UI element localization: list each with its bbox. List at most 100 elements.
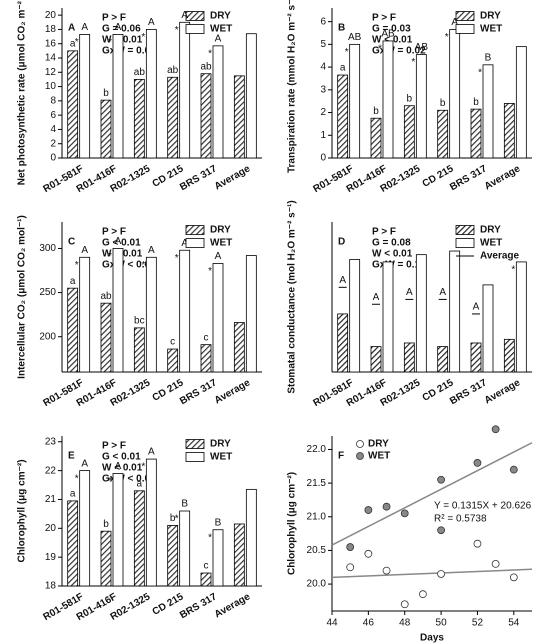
y-tick-label: 1 [320,130,326,141]
y-tick-label: 22.0 [307,444,327,455]
stats-text: GxW = 0.11 [372,260,426,271]
bar [449,250,461,373]
bar [100,99,112,159]
significance-letter: a [70,276,76,287]
y-tick-label: 2 [320,107,326,118]
bar [179,510,191,587]
point [509,573,518,582]
x-tick-label: 50 [436,618,448,629]
significance-letter: b [170,513,176,524]
significance-letter: b [373,106,379,117]
y-axis-label: Stomatal conductance (mol H₂O m⁻² s⁻¹) [287,200,298,393]
significance-letter: B [485,52,492,63]
bar [200,344,212,373]
x-axis-label: Days [420,633,444,643]
y-tick-label: 5 [320,39,326,50]
bar [167,525,179,587]
bar [245,255,257,373]
bar [233,523,245,587]
x-tick-label: 54 [508,618,520,629]
point [364,506,373,514]
x-tick-label: BRS 317 [178,591,219,621]
point [419,590,427,599]
x-tick-label: BRS 317 [448,377,489,407]
legend-label: DRY [480,225,501,236]
panel-label: F [338,451,344,462]
x-tick-label: BRS 317 [178,163,219,193]
x-tick-label: BRS 317 [178,377,219,407]
y-tick-label: 20.0 [307,579,327,590]
bar [133,79,145,159]
y-tick-label: 14 [45,53,57,64]
significance-star: * [478,67,482,78]
x-tick-label: BRS 317 [448,163,489,193]
significance-letter: A [81,458,88,469]
stats-text: P > F [102,227,126,238]
bar [233,75,245,159]
x-tick-label: 46 [363,618,375,629]
legend-swatch [185,439,205,449]
legend-swatch [455,24,475,34]
stats-text: GxW < 0.01 [102,474,156,485]
legend-swatch [185,452,205,462]
y-axis-label: Chlorophyll (μg cm⁻²) [17,459,28,562]
panel-label: E [68,451,75,462]
stats-text: GxW < 0.01 [102,260,156,271]
significance-star: * [108,37,112,48]
legend-label: WET [368,451,390,462]
y-tick-label: 300 [39,243,56,254]
significance-star: * [345,47,349,58]
significance-letter: c [170,337,175,348]
significance-letter: c [204,561,209,572]
stats-text: G = 0.06 [102,24,141,35]
legend-label: DRY [210,225,231,236]
panel-label: D [338,237,345,248]
bar [67,500,79,587]
significance-letter: ab [167,65,179,76]
bar [100,302,112,373]
stats-text: GxW = 0.04 [102,46,156,57]
stats-text: P > F [102,13,126,24]
y-tick-label: 12 [45,67,57,78]
significance-letter: b [440,98,446,109]
significance-letter: B [181,499,188,510]
legend-swatch [356,440,364,448]
bar [503,338,515,373]
significance-letter: A [181,238,188,249]
significance-star: * [208,532,212,543]
y-tick-label: 19 [45,552,57,563]
bar [112,248,124,373]
significance-letter: AB [381,29,395,40]
bar [212,45,224,159]
stats-text: P > F [102,441,126,452]
bar [437,109,449,159]
y-tick-label: 22 [45,465,57,476]
bar [245,488,257,587]
y-tick-label: 16 [45,38,57,49]
y-tick-label: 21 [45,494,57,505]
trend-line [331,442,533,546]
y-tick-label: 20 [45,523,57,534]
legend-label: DRY [210,439,231,450]
bar [337,74,349,159]
y-tick-label: 2 [50,138,56,149]
legend-swatch [185,238,205,248]
point [346,543,355,551]
y-axis-label: Transpiration rate (mmol H₂O m⁻² s⁻¹) [287,0,298,173]
significance-star: * [108,476,112,487]
significance-star: * [141,32,145,43]
stats-text: G = 0.08 [372,238,411,249]
significance-letter: ab [100,291,112,302]
legend-swatch [455,225,475,235]
significance-letter: b [407,93,413,104]
significance-letter: a [70,38,76,49]
legend-label: WET [210,24,232,35]
bar [503,103,515,159]
significance-star: * [445,32,449,43]
bar [179,21,191,159]
significance-letter: c [204,332,209,343]
bar [212,263,224,373]
point [437,526,445,535]
bar [145,256,157,373]
point [382,502,391,511]
